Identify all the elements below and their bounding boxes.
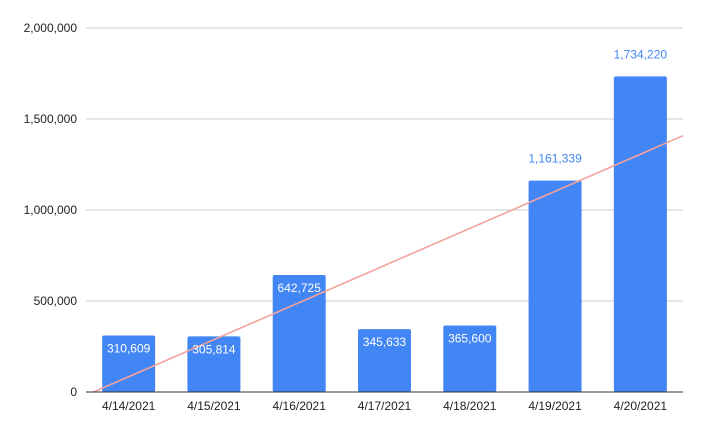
data-label: 310,609 (107, 341, 151, 355)
bar (528, 180, 582, 392)
y-tick-label: 2,000,000 (24, 21, 78, 35)
y-tick-label: 0 (70, 385, 77, 399)
x-tick-label: 4/14/2021 (102, 399, 156, 413)
y-tick-label: 500,000 (34, 294, 78, 308)
x-tick-label: 4/19/2021 (528, 399, 582, 413)
bar (272, 275, 326, 392)
data-labels: 310,609 305,814 642,725 345,633 365,600 1,161… (107, 47, 667, 356)
x-tick-label: 4/17/2021 (358, 399, 412, 413)
axes: 0 500,000 1,000,000 1,500,000 2,000,000 4/14/… (24, 21, 683, 413)
trendline-layer (93, 134, 684, 393)
data-label: 305,814 (192, 342, 236, 356)
data-label: 1,161,339 (528, 152, 582, 166)
data-label: 642,725 (278, 281, 322, 295)
x-tick-label: 4/16/2021 (273, 399, 327, 413)
y-tick-label: 1,500,000 (24, 112, 78, 126)
bar (358, 329, 411, 392)
x-tick-label: 4/15/2021 (187, 399, 241, 413)
data-label: 345,633 (363, 335, 407, 349)
bar (613, 76, 667, 393)
y-tick-label: 1,000,000 (24, 203, 78, 217)
bar (443, 325, 497, 392)
x-tick-label: 4/18/2021 (443, 399, 497, 413)
gridlines (86, 27, 683, 302)
data-label: 365,600 (448, 331, 492, 345)
trendline (93, 134, 684, 393)
bars (102, 76, 667, 393)
x-tick-label: 4/20/2021 (614, 399, 668, 413)
data-label: 1,734,220 (614, 47, 668, 61)
bar (187, 336, 241, 392)
bar (102, 335, 156, 392)
